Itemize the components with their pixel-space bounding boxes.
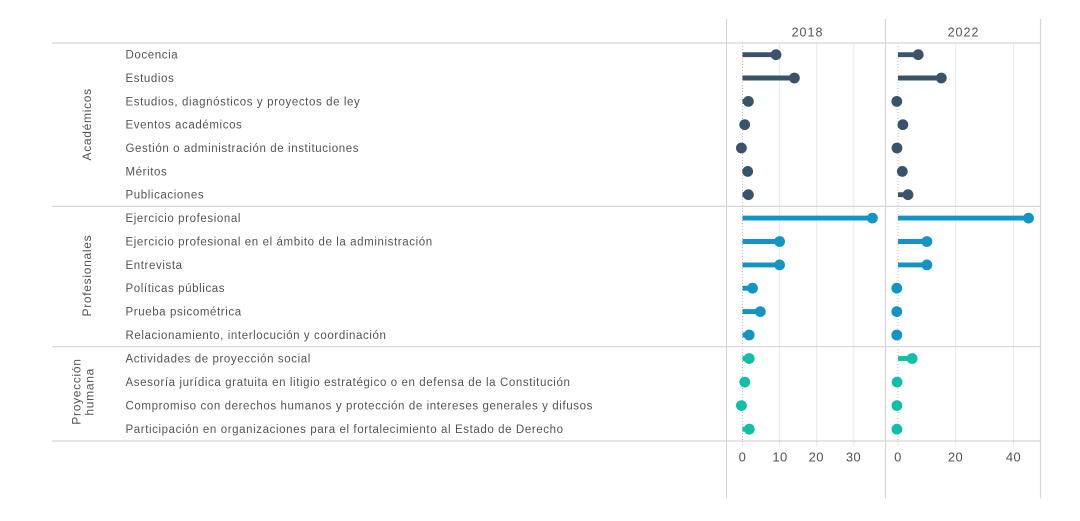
svg-text:Compromiso con derechos humano: Compromiso con derechos humanos y protec… (126, 401, 593, 413)
svg-text:Actividades de proyección soci: Actividades de proyección social (126, 354, 311, 366)
svg-text:Participación en organizacione: Participación en organizaciones para el … (126, 424, 564, 436)
svg-text:20: 20 (809, 450, 824, 465)
svg-text:Méritos: Méritos (126, 166, 168, 178)
svg-text:Profesionales: Profesionales (80, 235, 94, 317)
svg-text:2022: 2022 (948, 26, 980, 40)
svg-text:0: 0 (739, 450, 747, 465)
svg-text:Ejercicio profesional en el ám: Ejercicio profesional en el ámbito de la… (126, 237, 433, 249)
svg-text:0: 0 (894, 450, 902, 465)
svg-text:Estudios, diagnósticos y proye: Estudios, diagnósticos y proyectos de le… (126, 96, 361, 108)
svg-text:2018: 2018 (792, 26, 824, 40)
svg-text:Entrevista: Entrevista (126, 260, 183, 272)
svg-text:Docencia: Docencia (126, 50, 179, 62)
svg-text:Políticas públicas: Políticas públicas (126, 283, 226, 295)
svg-text:Académicos: Académicos (80, 88, 94, 160)
svg-text:Eventos académicos: Eventos académicos (126, 120, 243, 132)
svg-text:Relacionamiento, interlocución: Relacionamiento, interlocución y coordin… (126, 330, 387, 342)
svg-text:Estudios: Estudios (126, 73, 175, 85)
svg-text:Gestión o administración de in: Gestión o administración de institucione… (126, 143, 360, 155)
svg-text:humana: humana (83, 368, 97, 416)
svg-text:20: 20 (948, 450, 963, 465)
svg-text:Proyección: Proyección (70, 358, 84, 424)
svg-text:10: 10 (772, 450, 787, 465)
svg-text:Asesoría jurídica gratuita en: Asesoría jurídica gratuita en litigio es… (126, 377, 571, 389)
svg-text:Prueba psicométrica: Prueba psicométrica (126, 307, 242, 319)
svg-text:40: 40 (1006, 450, 1021, 465)
svg-text:Publicaciones: Publicaciones (126, 190, 205, 202)
svg-text:Ejercicio profesional: Ejercicio profesional (126, 213, 242, 225)
svg-text:30: 30 (846, 450, 861, 465)
